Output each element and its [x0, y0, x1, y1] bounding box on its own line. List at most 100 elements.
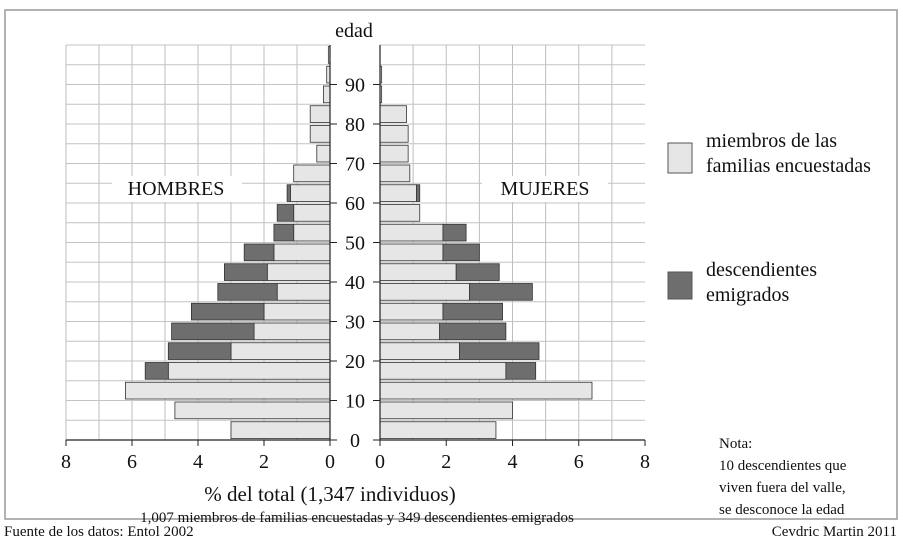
hombres-label-bg — [112, 176, 242, 202]
bar-men-emigrados — [273, 223, 295, 242]
right-x-tick-label: 0 — [375, 451, 385, 473]
age-tick-label: 40 — [345, 272, 365, 294]
note-line4: se desconoce la edad — [719, 502, 845, 518]
bar-women-miembros — [379, 263, 457, 281]
bar-women-emigrados — [469, 283, 533, 301]
bar-men-miembros — [293, 204, 331, 222]
bar-women-emigrados — [455, 263, 500, 281]
age-tick-label: 80 — [345, 114, 365, 136]
age-tick-label: 70 — [345, 154, 365, 176]
bar-men-miembros — [309, 125, 331, 143]
right-x-tick-label: 2 — [441, 451, 451, 473]
bar-men-miembros — [293, 223, 331, 242]
right-plot-area — [379, 44, 645, 441]
age-tick-label: 0 — [350, 430, 360, 452]
bar-men-emigrados — [243, 243, 275, 262]
legend-label-miembros-line1: miembros de las — [706, 130, 837, 152]
note: Nota: 10 descendientes que viven fuera d… — [719, 436, 847, 518]
bar-women-miembros — [379, 283, 470, 301]
legend-label-miembros-line2: familias encuestadas — [706, 155, 871, 177]
bar-women-miembros — [379, 322, 441, 341]
left-x-tick-label: 4 — [193, 451, 203, 473]
chart-subtitle: 1,007 miembros de familias encuestadas y… — [140, 510, 574, 526]
age-tick-label: 10 — [345, 391, 365, 413]
bar-men-miembros — [322, 85, 331, 104]
right-x-tick-label: 6 — [574, 451, 584, 473]
bar-men-emigrados — [223, 263, 268, 281]
bar-men-emigrados — [190, 302, 265, 321]
bar-men-miembros — [289, 184, 331, 202]
bars — [125, 46, 593, 439]
author-credit: Cevdric Martin 2011 — [771, 524, 897, 540]
legend-swatch-miembros — [667, 142, 693, 174]
bar-men-miembros — [263, 302, 331, 321]
bar-men-miembros — [293, 164, 331, 183]
bar-men-miembros — [266, 263, 331, 281]
bar-women-emigrados — [442, 302, 503, 321]
left-x-tick-label: 2 — [259, 451, 269, 473]
bar-women-miembros — [379, 164, 411, 183]
bar-women-emigrados — [416, 184, 421, 202]
left-x-tick-label: 8 — [61, 451, 71, 473]
bar-women-emigrados — [442, 223, 467, 242]
legend-swatch-emigrados — [667, 271, 693, 300]
bar-women-miembros — [379, 421, 497, 439]
bar-men-miembros — [316, 144, 331, 163]
bar-men-miembros — [309, 105, 331, 123]
right-x-tick-label: 4 — [508, 451, 518, 473]
bar-men-miembros — [276, 283, 331, 301]
bar-men-miembros — [230, 421, 331, 439]
age-tick-label: 90 — [345, 75, 365, 97]
bar-women-miembros — [379, 223, 444, 242]
bar-men-emigrados — [144, 362, 169, 380]
bar-women-emigrados — [505, 362, 537, 380]
note-line1: Nota: — [719, 436, 752, 452]
mujeres-label-bg — [482, 176, 608, 202]
bar-men-miembros — [230, 342, 331, 360]
bar-women-miembros — [379, 243, 444, 262]
note-line3: viven fuera del valle, — [719, 480, 846, 496]
bar-men-emigrados — [167, 342, 232, 360]
x-axis-title: % del total (1,347 individuos) — [204, 482, 455, 506]
left-x-tick-label: 0 — [325, 451, 335, 473]
bar-men-miembros — [167, 362, 331, 380]
age-tick-label: 60 — [345, 193, 365, 215]
mujeres-label: MUJERES — [501, 178, 590, 200]
bar-women-miembros — [379, 184, 417, 202]
bar-women-miembros — [379, 302, 444, 321]
bar-women-miembros — [379, 362, 507, 380]
bar-men-emigrados — [171, 322, 255, 341]
bar-men-emigrados — [217, 283, 278, 301]
bar-women-emigrados — [442, 243, 480, 262]
bar-women-miembros — [379, 204, 421, 222]
legend: miembros de las familias encuestadas des… — [667, 130, 871, 306]
note-line2: 10 descendientes que — [719, 458, 847, 474]
bar-men-emigrados — [276, 204, 295, 222]
age-tick-label: 30 — [345, 312, 365, 334]
legend-label-emigrados-line2: emigrados — [706, 284, 790, 306]
bar-men-miembros — [174, 401, 331, 420]
left-plot-area — [65, 44, 330, 441]
left-x-tick-label: 6 — [127, 451, 137, 473]
bar-women-miembros — [379, 144, 409, 163]
age-axis-title: edad — [335, 20, 373, 42]
age-tick-label: 20 — [345, 351, 365, 373]
age-tick-label: 50 — [345, 233, 365, 255]
legend-label-emigrados-line1: descendientes — [706, 259, 817, 281]
bar-women-miembros — [379, 342, 460, 360]
right-x-tick-label: 8 — [640, 451, 650, 473]
bar-men-miembros — [273, 243, 331, 262]
bar-men-miembros — [125, 381, 331, 400]
hombres-label: HOMBRES — [128, 178, 225, 200]
bar-women-miembros — [379, 105, 407, 123]
bar-women-miembros — [379, 381, 593, 400]
bar-women-miembros — [379, 401, 513, 420]
bar-women-emigrados — [439, 322, 507, 341]
bar-men-miembros — [253, 322, 331, 341]
mujeres-label-group: MUJERES — [482, 176, 608, 202]
bar-men-emigrados — [286, 184, 291, 202]
hombres-label-group: HOMBRES — [112, 176, 242, 202]
data-source: Fuente de los datos: Entol 2002 — [4, 524, 194, 540]
